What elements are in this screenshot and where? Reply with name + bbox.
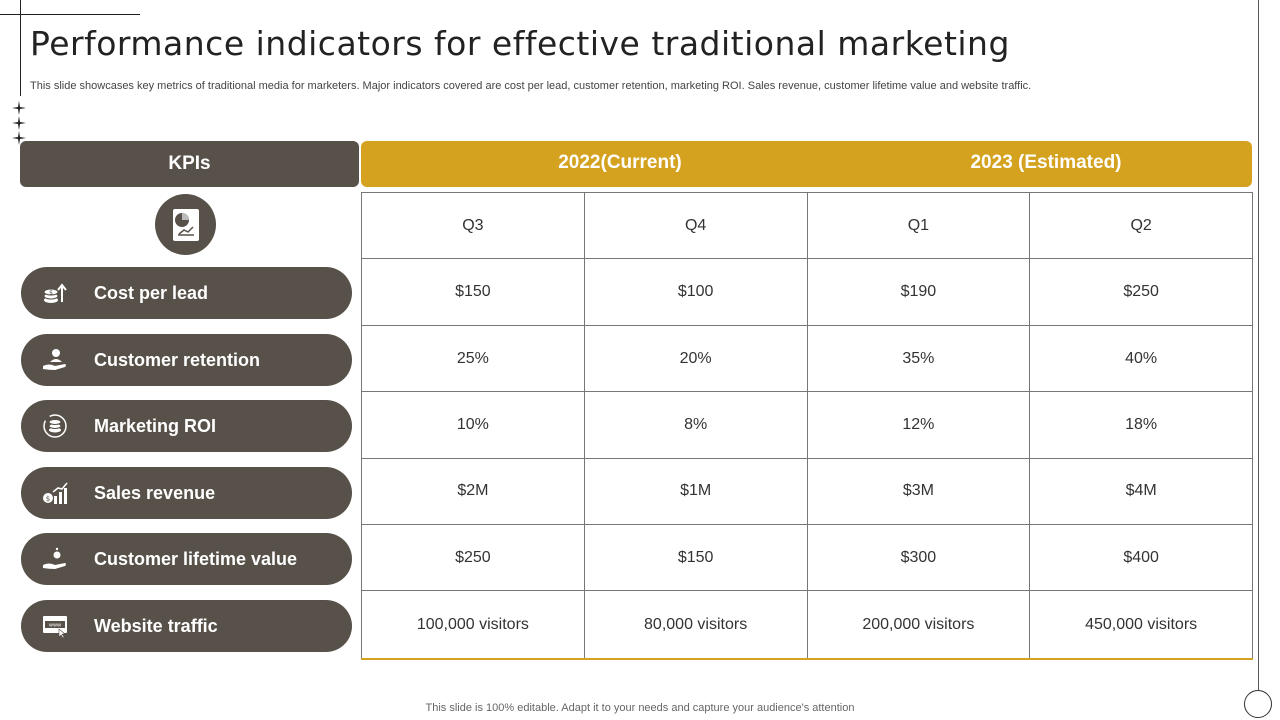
hand-person-icon: [43, 349, 66, 370]
svg-text:www: www: [49, 623, 61, 629]
kpi-pill-customer-retention: Customer retention: [21, 334, 352, 386]
table-cell: $2M: [361, 457, 585, 526]
corner-vertical-line: [20, 0, 21, 96]
table-row: $2M $1M $3M $4M: [361, 457, 1253, 526]
sparkle-icon: [12, 101, 26, 115]
table-cell: $4M: [1029, 457, 1253, 526]
table-cell: 25%: [361, 324, 585, 393]
table-cell: 8%: [583, 391, 808, 459]
svg-text:$: $: [46, 495, 50, 503]
kpi-label: Website traffic: [94, 615, 218, 636]
table-row: 25% 20% 35% 40%: [361, 324, 1253, 393]
year-header: 2022(Current) 2023 (Estimated): [361, 141, 1252, 187]
table-cell: 10%: [361, 391, 585, 459]
right-edge-line: [1258, 0, 1259, 690]
quarter-cell: Q4: [583, 191, 808, 260]
quarter-cell: Q1: [806, 191, 1031, 260]
page-title: Performance indicators for effective tra…: [30, 24, 1010, 63]
table-cell: $150: [361, 258, 585, 326]
table-row: $250 $150 $300 $400: [361, 524, 1253, 592]
table-cell: $250: [361, 524, 585, 592]
table-cell: $3M: [806, 457, 1031, 526]
year-2023-label: 2023 (Estimated): [970, 152, 1122, 173]
report-icon-circle: [155, 194, 216, 255]
kpi-label: Cost per lead: [94, 282, 209, 303]
table-cell: 12%: [806, 391, 1031, 459]
table-cell: 35%: [806, 324, 1031, 393]
www-browser-icon: www: [43, 616, 67, 638]
kpi-pill-marketing-roi: Marketing ROI: [21, 400, 352, 452]
quarter-cell: Q3: [361, 191, 585, 260]
table-cell: $300: [806, 524, 1031, 592]
table-cell: 100,000 visitors: [361, 590, 585, 661]
quarter-cell: Q2: [1029, 191, 1253, 260]
cost-coins-icon: $: [43, 283, 67, 303]
footer-note: This slide is 100% editable. Adapt it to…: [425, 702, 855, 714]
corner-horizontal-line: [0, 14, 140, 15]
kpi-pill-website-traffic: www Website traffic: [21, 600, 352, 652]
kpi-pill-customer-lifetime-value: Customer lifetime value: [21, 533, 352, 585]
table-cell: $150: [583, 524, 808, 592]
table-cell: 200,000 visitors: [806, 590, 1031, 661]
table-cell: $100: [583, 258, 808, 326]
kpis-header-label: KPIs: [168, 153, 211, 174]
table-cell: $1M: [583, 457, 808, 526]
growth-chart-icon: $: [43, 482, 68, 504]
kpis-header: KPIs: [20, 141, 359, 187]
sparkle-icon: [12, 116, 26, 130]
kpi-label: Customer retention: [94, 349, 261, 370]
table-cell: $400: [1029, 524, 1253, 592]
table-cell: 40%: [1029, 324, 1253, 393]
kpi-label: Sales revenue: [94, 482, 216, 503]
quarter-header-row: Q3 Q4 Q1 Q2: [361, 191, 1253, 260]
table-row: 100,000 visitors 80,000 visitors 200,000…: [361, 590, 1253, 661]
kpi-data-table: Q3 Q4 Q1 Q2 $150 $100 $190 $250 25% 20% …: [361, 191, 1253, 661]
roi-dollar-icon: [43, 414, 67, 438]
sparkle-icon: [12, 131, 26, 145]
kpi-label: Marketing ROI: [94, 415, 217, 436]
table-row: 10% 8% 12% 18%: [361, 391, 1253, 459]
kpi-label: Customer lifetime value: [94, 548, 298, 569]
table-cell: 18%: [1029, 391, 1253, 459]
table-cell: $190: [806, 258, 1031, 326]
page-subtitle: This slide showcases key metrics of trad…: [30, 80, 1032, 92]
year-2022-label: 2022(Current): [558, 152, 682, 173]
hand-coins-icon: [43, 547, 66, 569]
kpi-pill-cost-per-lead: $ Cost per lead: [21, 267, 352, 319]
table-cell: 20%: [583, 324, 808, 393]
table-cell: 450,000 visitors: [1029, 590, 1253, 661]
report-icon: [172, 208, 199, 241]
kpi-pill-sales-revenue: $ Sales revenue: [21, 467, 352, 519]
right-edge-circle: [1244, 690, 1272, 718]
svg-text:$: $: [49, 290, 53, 297]
table-cell: $250: [1029, 258, 1253, 326]
table-cell: 80,000 visitors: [583, 590, 808, 661]
sparkle-decoration: [12, 101, 26, 146]
table-row: $150 $100 $190 $250: [361, 258, 1253, 326]
